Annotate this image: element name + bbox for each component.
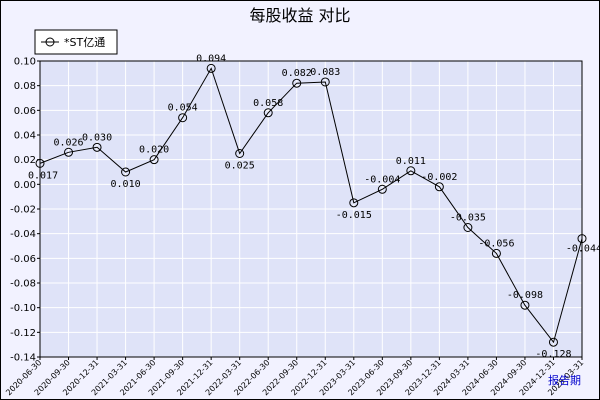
y-axis-ticks: 0.10 0.08 0.06 0.04 0.02 0.00 -0.02 -0.04 -0.06 -… <box>10 57 40 364</box>
data-label: 0.025 <box>225 161 255 172</box>
data-label: -0.035 <box>450 213 486 224</box>
data-point <box>520 300 530 310</box>
x-axis-label: 报告期 <box>548 373 581 387</box>
data-point <box>349 198 359 208</box>
y-tick-label: -0.12 <box>10 328 36 339</box>
y-tick-label: 0.00 <box>14 180 36 191</box>
data-label: -0.128 <box>535 349 571 360</box>
y-tick-label: -0.06 <box>10 254 36 265</box>
series-line-group <box>39 67 583 344</box>
y-tick-label: 0.10 <box>14 57 36 68</box>
legend-circle-marker <box>45 37 55 47</box>
y-tick-label: -0.08 <box>10 279 36 290</box>
data-point <box>491 248 501 258</box>
y-tick-label: -0.04 <box>10 229 36 240</box>
y-tick-label: -0.02 <box>10 205 36 216</box>
y-tick-label: 0.02 <box>14 155 36 166</box>
grid-lines <box>39 60 583 358</box>
legend: *ST亿通 <box>34 29 118 55</box>
data-label: 0.094 <box>196 53 226 64</box>
data-point <box>406 166 416 176</box>
x-axis-ticks: 2020-06-302020-09-302020-12-312021-03-31… <box>4 357 585 397</box>
data-label: 0.011 <box>396 156 426 167</box>
data-point <box>149 155 159 165</box>
data-point <box>178 113 188 123</box>
data-label: -0.044 <box>566 244 600 255</box>
data-label: 0.083 <box>310 67 340 78</box>
y-tick-label: 0.08 <box>14 81 36 92</box>
data-label: 0.082 <box>282 68 312 79</box>
data-label: 0.058 <box>253 98 283 109</box>
data-label: 0.026 <box>53 137 83 148</box>
data-point <box>206 63 216 73</box>
data-point <box>35 158 45 168</box>
plot-border <box>39 60 583 358</box>
data-label: 0.020 <box>139 145 169 156</box>
data-label: -0.004 <box>364 174 400 185</box>
data-point <box>434 182 444 192</box>
data-label: -0.098 <box>507 290 543 301</box>
data-point <box>263 108 273 118</box>
data-label: -0.056 <box>478 238 514 249</box>
chart-title: 每股收益 对比 <box>249 6 350 25</box>
data-point <box>292 78 302 88</box>
data-point <box>64 147 74 157</box>
data-point <box>463 223 473 232</box>
y-tick-label: -0.14 <box>10 353 36 364</box>
data-point <box>235 149 245 158</box>
data-points-group <box>35 63 587 347</box>
y-tick-label: 0.06 <box>14 106 36 117</box>
data-point <box>320 77 330 87</box>
y-tick-label: -0.10 <box>10 303 36 314</box>
data-label: -0.002 <box>421 172 457 183</box>
data-label: 0.017 <box>28 170 58 181</box>
data-point <box>92 142 102 152</box>
data-label: 0.054 <box>168 103 198 114</box>
data-point <box>577 234 587 244</box>
data-label: 0.030 <box>82 132 112 143</box>
data-label: 0.010 <box>111 179 141 190</box>
series-line <box>39 67 583 344</box>
data-point <box>377 184 387 194</box>
data-label: -0.015 <box>336 210 372 221</box>
y-tick-label: 0.04 <box>14 131 36 142</box>
data-point <box>548 337 558 347</box>
data-point <box>121 167 131 177</box>
legend-series-name: *ST亿通 <box>64 36 105 49</box>
